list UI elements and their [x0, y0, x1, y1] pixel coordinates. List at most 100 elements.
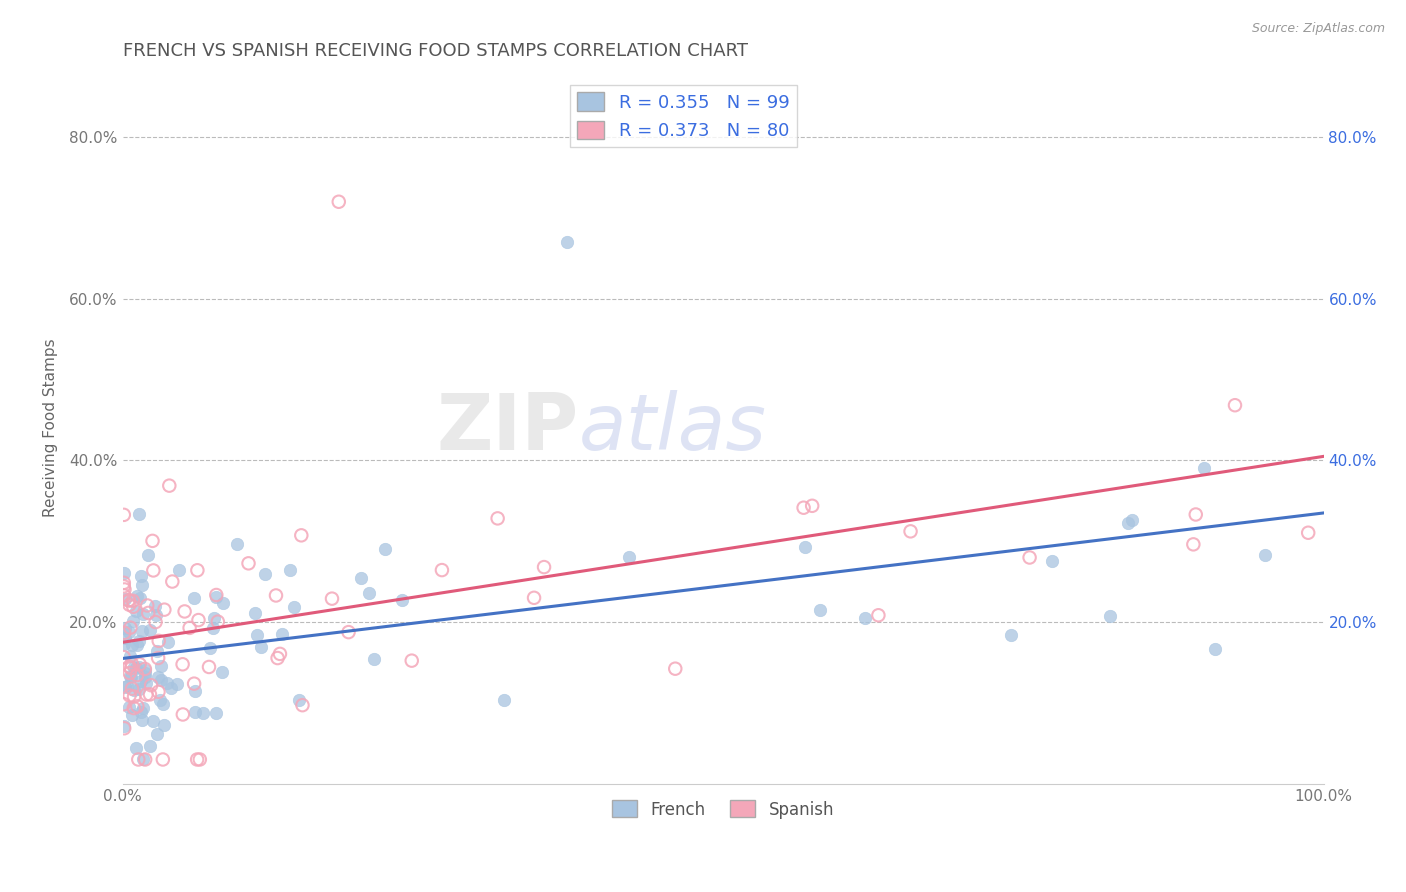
Point	[122, 659, 145, 673]
Point	[127, 668, 149, 682]
Point	[179, 621, 201, 635]
Point	[167, 563, 190, 577]
Point	[121, 638, 143, 652]
Point	[136, 599, 159, 613]
Point	[129, 673, 152, 688]
Point	[186, 752, 208, 766]
Point	[112, 697, 135, 711]
Point	[121, 681, 143, 696]
Point	[112, 625, 135, 640]
Point	[136, 606, 159, 620]
Point	[246, 628, 269, 642]
Point	[134, 669, 156, 683]
Point	[555, 235, 578, 249]
Point	[172, 707, 194, 722]
Text: atlas: atlas	[579, 390, 766, 467]
Point	[173, 604, 195, 618]
Point	[1099, 608, 1122, 623]
Point	[148, 633, 170, 648]
Point	[112, 719, 135, 733]
Point	[120, 670, 142, 684]
Point	[112, 508, 135, 522]
Point	[157, 635, 180, 649]
Point	[142, 714, 165, 728]
Point	[271, 627, 294, 641]
Point	[205, 588, 228, 602]
Point	[125, 604, 148, 618]
Point	[139, 623, 162, 637]
Point	[128, 633, 150, 648]
Point	[188, 752, 211, 766]
Point	[115, 679, 138, 693]
Point	[141, 533, 163, 548]
Point	[114, 591, 136, 606]
Point	[1184, 508, 1206, 522]
Point	[149, 659, 172, 673]
Point	[153, 718, 176, 732]
Point	[166, 677, 188, 691]
Point	[1040, 553, 1063, 567]
Point	[136, 548, 159, 562]
Text: Source: ZipAtlas.com: Source: ZipAtlas.com	[1251, 22, 1385, 36]
Point	[191, 706, 214, 720]
Point	[533, 560, 555, 574]
Point	[148, 670, 170, 684]
Point	[155, 676, 177, 690]
Point	[131, 713, 153, 727]
Point	[120, 648, 142, 663]
Point	[321, 591, 343, 606]
Point	[853, 611, 876, 625]
Point	[401, 654, 423, 668]
Point	[134, 752, 156, 766]
Point	[128, 657, 150, 672]
Point	[114, 680, 136, 694]
Point	[121, 614, 143, 628]
Point	[146, 651, 169, 665]
Point	[523, 591, 546, 605]
Point	[283, 600, 305, 615]
Point	[278, 563, 301, 577]
Point	[205, 706, 228, 721]
Point	[128, 681, 150, 696]
Point	[149, 693, 172, 707]
Point	[207, 615, 229, 629]
Text: FRENCH VS SPANISH RECEIVING FOOD STAMPS CORRELATION CHART: FRENCH VS SPANISH RECEIVING FOOD STAMPS …	[122, 42, 748, 60]
Point	[328, 194, 350, 209]
Point	[142, 563, 165, 577]
Point	[139, 687, 162, 701]
Point	[1000, 628, 1022, 642]
Point	[118, 659, 141, 673]
Point	[793, 500, 815, 515]
Point	[868, 608, 890, 623]
Point	[198, 640, 221, 655]
Point	[183, 591, 205, 605]
Point	[617, 550, 640, 565]
Point	[122, 690, 145, 704]
Point	[1182, 537, 1205, 551]
Point	[112, 575, 135, 590]
Point	[430, 563, 453, 577]
Point	[152, 752, 174, 766]
Point	[120, 661, 142, 675]
Point	[134, 663, 156, 677]
Point	[183, 683, 205, 698]
Point	[125, 638, 148, 652]
Point	[269, 647, 291, 661]
Point	[122, 701, 145, 715]
Point	[118, 598, 141, 612]
Point	[128, 507, 150, 521]
Point	[264, 589, 287, 603]
Point	[337, 625, 360, 640]
Point	[1121, 513, 1143, 527]
Point	[794, 540, 817, 554]
Point	[127, 752, 149, 766]
Point	[132, 752, 155, 766]
Point	[135, 688, 157, 702]
Point	[134, 662, 156, 676]
Point	[121, 708, 143, 723]
Point	[145, 615, 167, 629]
Point	[128, 660, 150, 674]
Point	[184, 705, 207, 719]
Point	[121, 594, 143, 608]
Point	[1018, 550, 1040, 565]
